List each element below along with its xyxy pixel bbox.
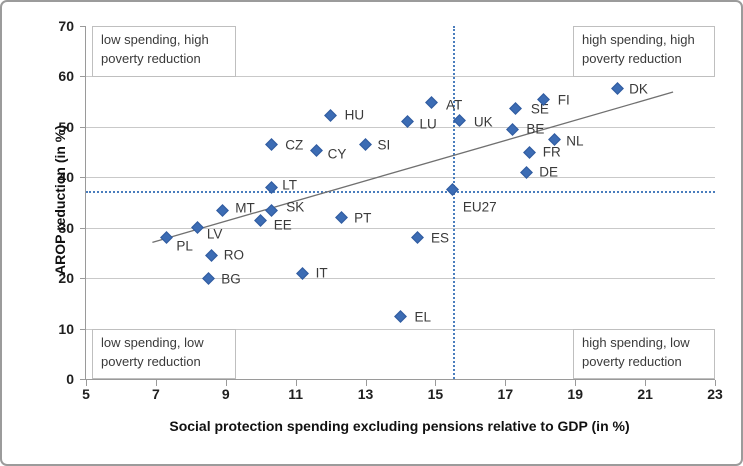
quadrant-text-line: low spending, low [101,335,204,350]
data-point-label-SE: SE [530,101,549,117]
x-tick [365,380,367,386]
quadrant-text-line: poverty reduction [101,353,201,369]
y-tick-label: 30 [58,219,74,236]
vertical-reference-line [452,26,455,379]
horizontal-reference-line [86,190,715,193]
x-tick-label: 5 [82,386,90,402]
x-tick-label: 17 [497,386,514,402]
x-tick [715,380,716,386]
x-axis-title: Social protection spending excluding pen… [169,418,630,434]
data-point-label-RO: RO [223,247,245,263]
data-point-label-BG: BG [221,271,241,287]
y-tick [80,379,86,380]
y-tick [80,278,86,280]
plot-area: 0 10 20 30 40 50 60 70 5 7 9 11 13 15 17 19 21 23 low spe… [58,18,722,402]
x-tick [295,380,297,386]
x-tick-label: 19 [567,386,584,402]
data-point-label-LU: LU [419,116,437,132]
gridline-y [86,76,715,78]
data-point-label-LT: LT [282,177,297,193]
y-tick-label: 50 [58,118,74,135]
x-tick [225,380,227,386]
y-axis-title: AROP reduction (in %) [52,125,68,275]
y-tick [80,26,86,27]
data-point-label-SK: SK [286,199,305,215]
x-tick-label: 21 [637,386,653,402]
x-tick-label: 23 [707,386,723,402]
data-point-label-IT: IT [315,265,328,281]
gridline-y [86,126,715,128]
y-tick-label: 40 [58,169,74,186]
quadrant-label-bottom-right: high spending, low poverty reduction [573,329,715,379]
quadrant-label-top-right: high spending, high poverty reduction [573,26,715,77]
x-tick-label: 7 [151,386,160,402]
x-tick [505,380,507,386]
data-point-label-CY: CY [327,146,347,162]
data-point-label-MT: MT [235,200,255,216]
quadrant-label-top-left: low spending, high poverty reduction [92,26,236,77]
y-tick-label: 70 [58,18,74,34]
data-point-label-FI: FI [557,92,570,108]
data-point-label-PT: PT [354,210,372,226]
quadrant-label-bottom-left: low spending, low poverty reduction [92,329,236,379]
data-point-label-ES: ES [430,230,449,246]
quadrant-text-line: poverty reduction [101,50,201,66]
x-tick-label: 15 [427,386,444,402]
x-tick [155,380,157,386]
x-tick-label: 11 [288,386,304,402]
gridline-y [86,278,715,280]
x-tick [645,380,647,386]
data-point-label-EE: EE [273,217,292,233]
data-point-label-DE: DE [539,164,559,180]
data-point-label-EU27: EU27 [462,199,497,215]
quadrant-text-line: high spending, low [582,335,690,350]
trend-line-svg [152,91,674,243]
data-point-label-DK: DK [629,81,648,97]
quadrant-text-line: high spending, high [582,32,695,47]
y-tick [80,227,86,229]
quadrant-text-line: poverty reduction [582,50,682,66]
data-point-label-EL: EL [414,309,432,325]
y-tick-label: 60 [58,68,74,85]
y-tick-label: 10 [58,320,74,337]
x-tick [86,380,87,386]
data-point-label-PL: PL [176,238,193,254]
y-tick [80,126,86,128]
gridline-y [86,177,715,179]
data-point-label-SI: SI [377,137,391,152]
x-tick [435,380,437,386]
x-tick [575,380,577,386]
y-tick [80,177,86,179]
y-tick-label: 20 [58,270,74,287]
data-point-label-FR: FR [542,144,561,160]
data-point-label-LV: LV [206,226,223,242]
quadrant-text-line: low spending, high [101,32,209,47]
y-tick [80,328,86,330]
quadrant-text-line: poverty reduction [582,353,682,369]
y-tick-label: 0 [66,371,74,387]
data-point-label-UK: UK [473,114,493,130]
data-point-label-HU: HU [344,107,365,123]
data-point-label-NL: NL [566,133,584,149]
trend-line [152,91,674,243]
data-point-label-AT: AT [445,97,463,113]
y-tick [80,76,86,78]
x-tick-label: 13 [357,386,374,402]
x-tick-label: 9 [221,386,230,402]
gridline-y [86,328,715,330]
gridline-y [86,227,715,229]
data-point-label-CZ: CZ [285,137,304,152]
data-point-label-BE: BE [526,121,545,137]
